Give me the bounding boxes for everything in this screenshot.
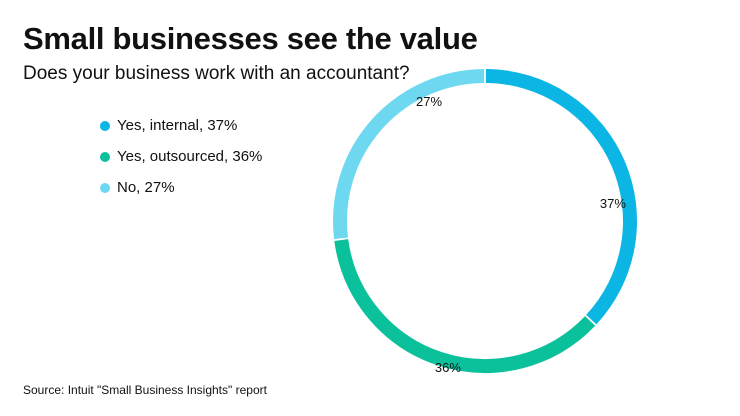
donut-slice-yes-outsourced bbox=[334, 239, 596, 373]
donut-slice-no bbox=[333, 69, 485, 240]
legend-item-yes-internal: Yes, internal, 37% bbox=[100, 110, 262, 141]
legend-label-no: No, 27% bbox=[117, 178, 175, 196]
legend-swatch-yes-outsourced bbox=[100, 151, 110, 162]
data-label-yes-outsourced: 36% bbox=[435, 360, 461, 375]
legend-item-yes-outsourced: Yes, outsourced, 36% bbox=[100, 141, 262, 172]
legend-item-no: No, 27% bbox=[100, 172, 262, 203]
data-label-yes-internal: 37% bbox=[600, 196, 626, 211]
donut-slice-yes-internal bbox=[485, 69, 637, 325]
chart-title: Small businesses see the value bbox=[23, 21, 478, 56]
legend-label-yes-internal: Yes, internal, 37% bbox=[117, 116, 238, 134]
chart-legend: Yes, internal, 37% Yes, outsourced, 36% … bbox=[100, 110, 262, 203]
chart-subtitle: Does your business work with an accounta… bbox=[23, 63, 410, 84]
legend-swatch-yes-internal bbox=[100, 120, 110, 131]
legend-swatch-no bbox=[100, 182, 110, 193]
data-label-no: 27% bbox=[416, 94, 442, 109]
source-note: Source: Intuit "Small Business Insights"… bbox=[23, 383, 267, 397]
legend-label-yes-outsourced: Yes, outsourced, 36% bbox=[117, 147, 263, 165]
